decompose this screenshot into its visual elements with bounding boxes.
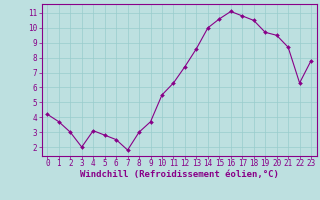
X-axis label: Windchill (Refroidissement éolien,°C): Windchill (Refroidissement éolien,°C)	[80, 170, 279, 179]
